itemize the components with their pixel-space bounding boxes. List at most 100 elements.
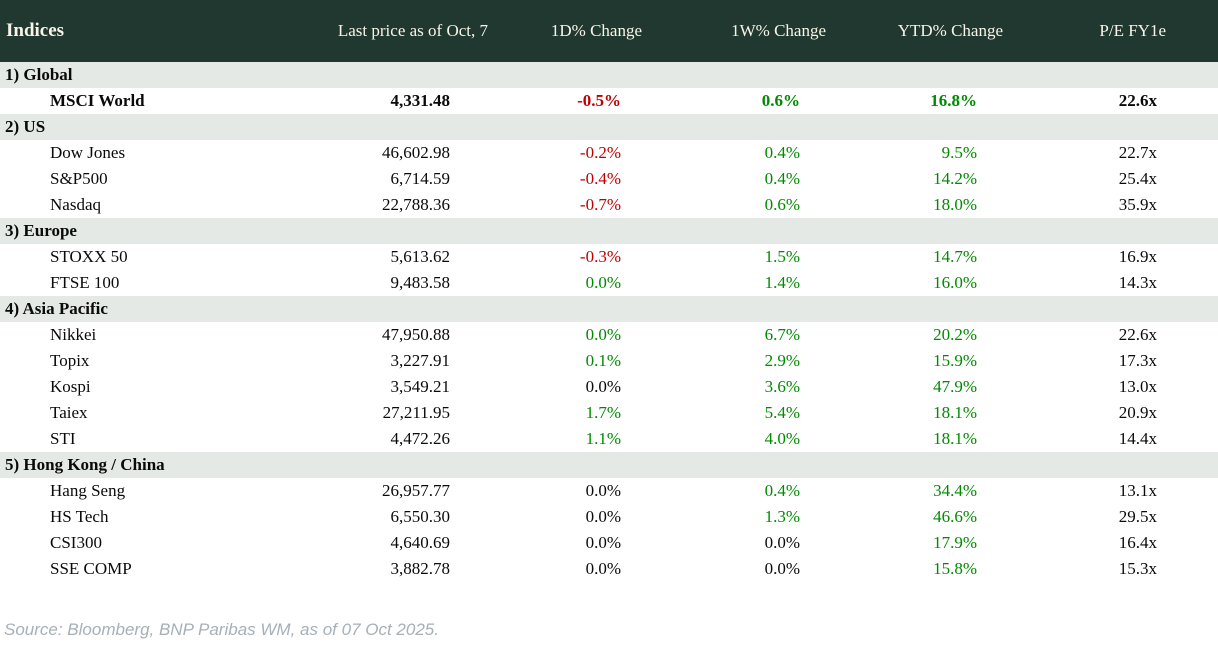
- last-price-cell: 4,331.48: [390, 91, 451, 110]
- indices-table: Indices Last price as of Oct, 7 1D% Chan…: [0, 0, 1218, 582]
- index-name-cell: SSE COMP: [50, 559, 132, 578]
- change-1w-cell: 0.0%: [764, 559, 800, 578]
- change-1d-cell: 0.0%: [585, 507, 621, 526]
- index-name-cell: Kospi: [50, 377, 91, 396]
- index-name-cell: FTSE 100: [50, 273, 120, 292]
- change-1d-cell: 0.0%: [585, 377, 621, 396]
- change-1d-cell: 0.0%: [585, 325, 621, 344]
- last-price-cell: 27,211.95: [382, 403, 450, 422]
- pe-fy1e-cell: 15.3x: [1118, 559, 1157, 578]
- index-name-cell: Dow Jones: [50, 143, 126, 162]
- header-pe-fy1e: P/E FY1e: [1005, 0, 1218, 62]
- source-note: Source: Bloomberg, BNP Paribas WM, as of…: [4, 620, 439, 639]
- change-1d-cell: -0.4%: [579, 169, 621, 188]
- last-price-cell: 6,714.59: [390, 169, 451, 188]
- index-name-cell: Nikkei: [50, 325, 97, 344]
- change-1d-cell: 0.0%: [585, 273, 621, 292]
- change-ytd-cell: 14.7%: [933, 247, 977, 266]
- pe-fy1e-cell: 14.4x: [1118, 429, 1157, 448]
- section-label: 5) Hong Kong / China: [0, 452, 1218, 478]
- change-1w-cell: 4.0%: [764, 429, 800, 448]
- index-name-cell: HS Tech: [50, 507, 109, 526]
- change-ytd-cell: 18.0%: [933, 195, 977, 214]
- table-row: Dow Jones 46,602.98 -0.2% 0.4% 9.5% 22.7x: [0, 140, 1218, 166]
- change-1w-cell: 0.4%: [764, 481, 800, 500]
- change-ytd-cell: 15.9%: [933, 351, 977, 370]
- table-row: Nikkei 47,950.88 0.0% 6.7% 20.2% 22.6x: [0, 322, 1218, 348]
- section-row: 4) Asia Pacific: [0, 296, 1218, 322]
- index-name-cell: STOXX 50: [50, 247, 128, 266]
- change-1w-cell: 1.3%: [764, 507, 800, 526]
- table-row: STOXX 50 5,613.62 -0.3% 1.5% 14.7% 16.9x: [0, 244, 1218, 270]
- table-row: HS Tech 6,550.30 0.0% 1.3% 46.6% 29.5x: [0, 504, 1218, 530]
- change-1d-cell: -0.7%: [579, 195, 621, 214]
- table-row: Hang Seng 26,957.77 0.0% 0.4% 34.4% 13.1x: [0, 478, 1218, 504]
- change-ytd-cell: 18.1%: [933, 429, 977, 448]
- index-name-cell: Nasdaq: [50, 195, 101, 214]
- change-1w-cell: 1.4%: [764, 273, 800, 292]
- pe-fy1e-cell: 20.9x: [1118, 403, 1157, 422]
- change-1w-cell: 0.4%: [764, 169, 800, 188]
- table-row: SSE COMP 3,882.78 0.0% 0.0% 15.8% 15.3x: [0, 556, 1218, 582]
- change-ytd-cell: 18.1%: [933, 403, 977, 422]
- indices-report: Indices Last price as of Oct, 7 1D% Chan…: [0, 0, 1218, 639]
- last-price-cell: 46,602.98: [382, 143, 450, 162]
- change-ytd-cell: 46.6%: [933, 507, 977, 526]
- last-price-cell: 3,549.21: [390, 377, 451, 396]
- change-ytd-cell: 15.8%: [933, 559, 977, 578]
- change-ytd-cell: 20.2%: [933, 325, 977, 344]
- index-name-cell: S&P500: [50, 169, 108, 188]
- last-price-cell: 9,483.58: [390, 273, 451, 292]
- change-1d-cell: 1.1%: [585, 429, 621, 448]
- section-row: 5) Hong Kong / China: [0, 452, 1218, 478]
- change-1w-cell: 0.4%: [764, 143, 800, 162]
- table-row: Nasdaq 22,788.36 -0.7% 0.6% 18.0% 35.9x: [0, 192, 1218, 218]
- change-ytd-cell: 34.4%: [933, 481, 977, 500]
- pe-fy1e-cell: 16.4x: [1118, 533, 1157, 552]
- change-1d-cell: 1.7%: [585, 403, 621, 422]
- table-row: Topix 3,227.91 0.1% 2.9% 15.9% 17.3x: [0, 348, 1218, 374]
- change-1d-cell: 0.0%: [585, 533, 621, 552]
- pe-fy1e-cell: 35.9x: [1118, 195, 1157, 214]
- index-name-cell: STI: [50, 429, 76, 448]
- change-ytd-cell: 9.5%: [941, 143, 977, 162]
- change-1d-cell: 0.0%: [585, 481, 621, 500]
- last-price-cell: 26,957.77: [382, 481, 450, 500]
- change-ytd-cell: 14.2%: [933, 169, 977, 188]
- header-row: Indices Last price as of Oct, 7 1D% Chan…: [0, 0, 1218, 62]
- change-ytd-cell: 16.8%: [930, 91, 977, 110]
- table-row: Taiex 27,211.95 1.7% 5.4% 18.1% 20.9x: [0, 400, 1218, 426]
- section-label: 2) US: [0, 114, 1218, 140]
- change-1w-cell: 0.0%: [764, 533, 800, 552]
- pe-fy1e-cell: 22.7x: [1118, 143, 1157, 162]
- header-1w-change: 1W% Change: [644, 0, 828, 62]
- last-price-cell: 22,788.36: [382, 195, 450, 214]
- table-row: S&P500 6,714.59 -0.4% 0.4% 14.2% 25.4x: [0, 166, 1218, 192]
- last-price-cell: 5,613.62: [390, 247, 451, 266]
- index-name-cell: MSCI World: [50, 91, 145, 110]
- change-ytd-cell: 47.9%: [933, 377, 977, 396]
- pe-fy1e-cell: 14.3x: [1118, 273, 1157, 292]
- pe-fy1e-cell: 29.5x: [1118, 507, 1157, 526]
- table-body: 1) Global MSCI World 4,331.48 -0.5% 0.6% 16.8…: [0, 62, 1218, 582]
- change-1w-cell: 1.5%: [764, 247, 800, 266]
- table-header: Indices Last price as of Oct, 7 1D% Chan…: [0, 0, 1218, 62]
- last-price-cell: 4,640.69: [390, 533, 451, 552]
- table-row: MSCI World 4,331.48 -0.5% 0.6% 16.8% 22.6x: [0, 88, 1218, 114]
- index-name-cell: CSI300: [50, 533, 102, 552]
- change-1w-cell: 2.9%: [764, 351, 800, 370]
- header-last-price: Last price as of Oct, 7: [300, 0, 490, 62]
- pe-fy1e-cell: 22.6x: [1118, 91, 1157, 110]
- section-row: 1) Global: [0, 62, 1218, 88]
- index-name-cell: Hang Seng: [50, 481, 126, 500]
- pe-fy1e-cell: 17.3x: [1118, 351, 1157, 370]
- last-price-cell: 3,882.78: [390, 559, 451, 578]
- table-row: STI 4,472.26 1.1% 4.0% 18.1% 14.4x: [0, 426, 1218, 452]
- change-ytd-cell: 17.9%: [933, 533, 977, 552]
- index-name-cell: Taiex: [50, 403, 88, 422]
- section-row: 3) Europe: [0, 218, 1218, 244]
- change-1w-cell: 3.6%: [764, 377, 800, 396]
- last-price-cell: 6,550.30: [390, 507, 451, 526]
- pe-fy1e-cell: 16.9x: [1118, 247, 1157, 266]
- change-ytd-cell: 16.0%: [933, 273, 977, 292]
